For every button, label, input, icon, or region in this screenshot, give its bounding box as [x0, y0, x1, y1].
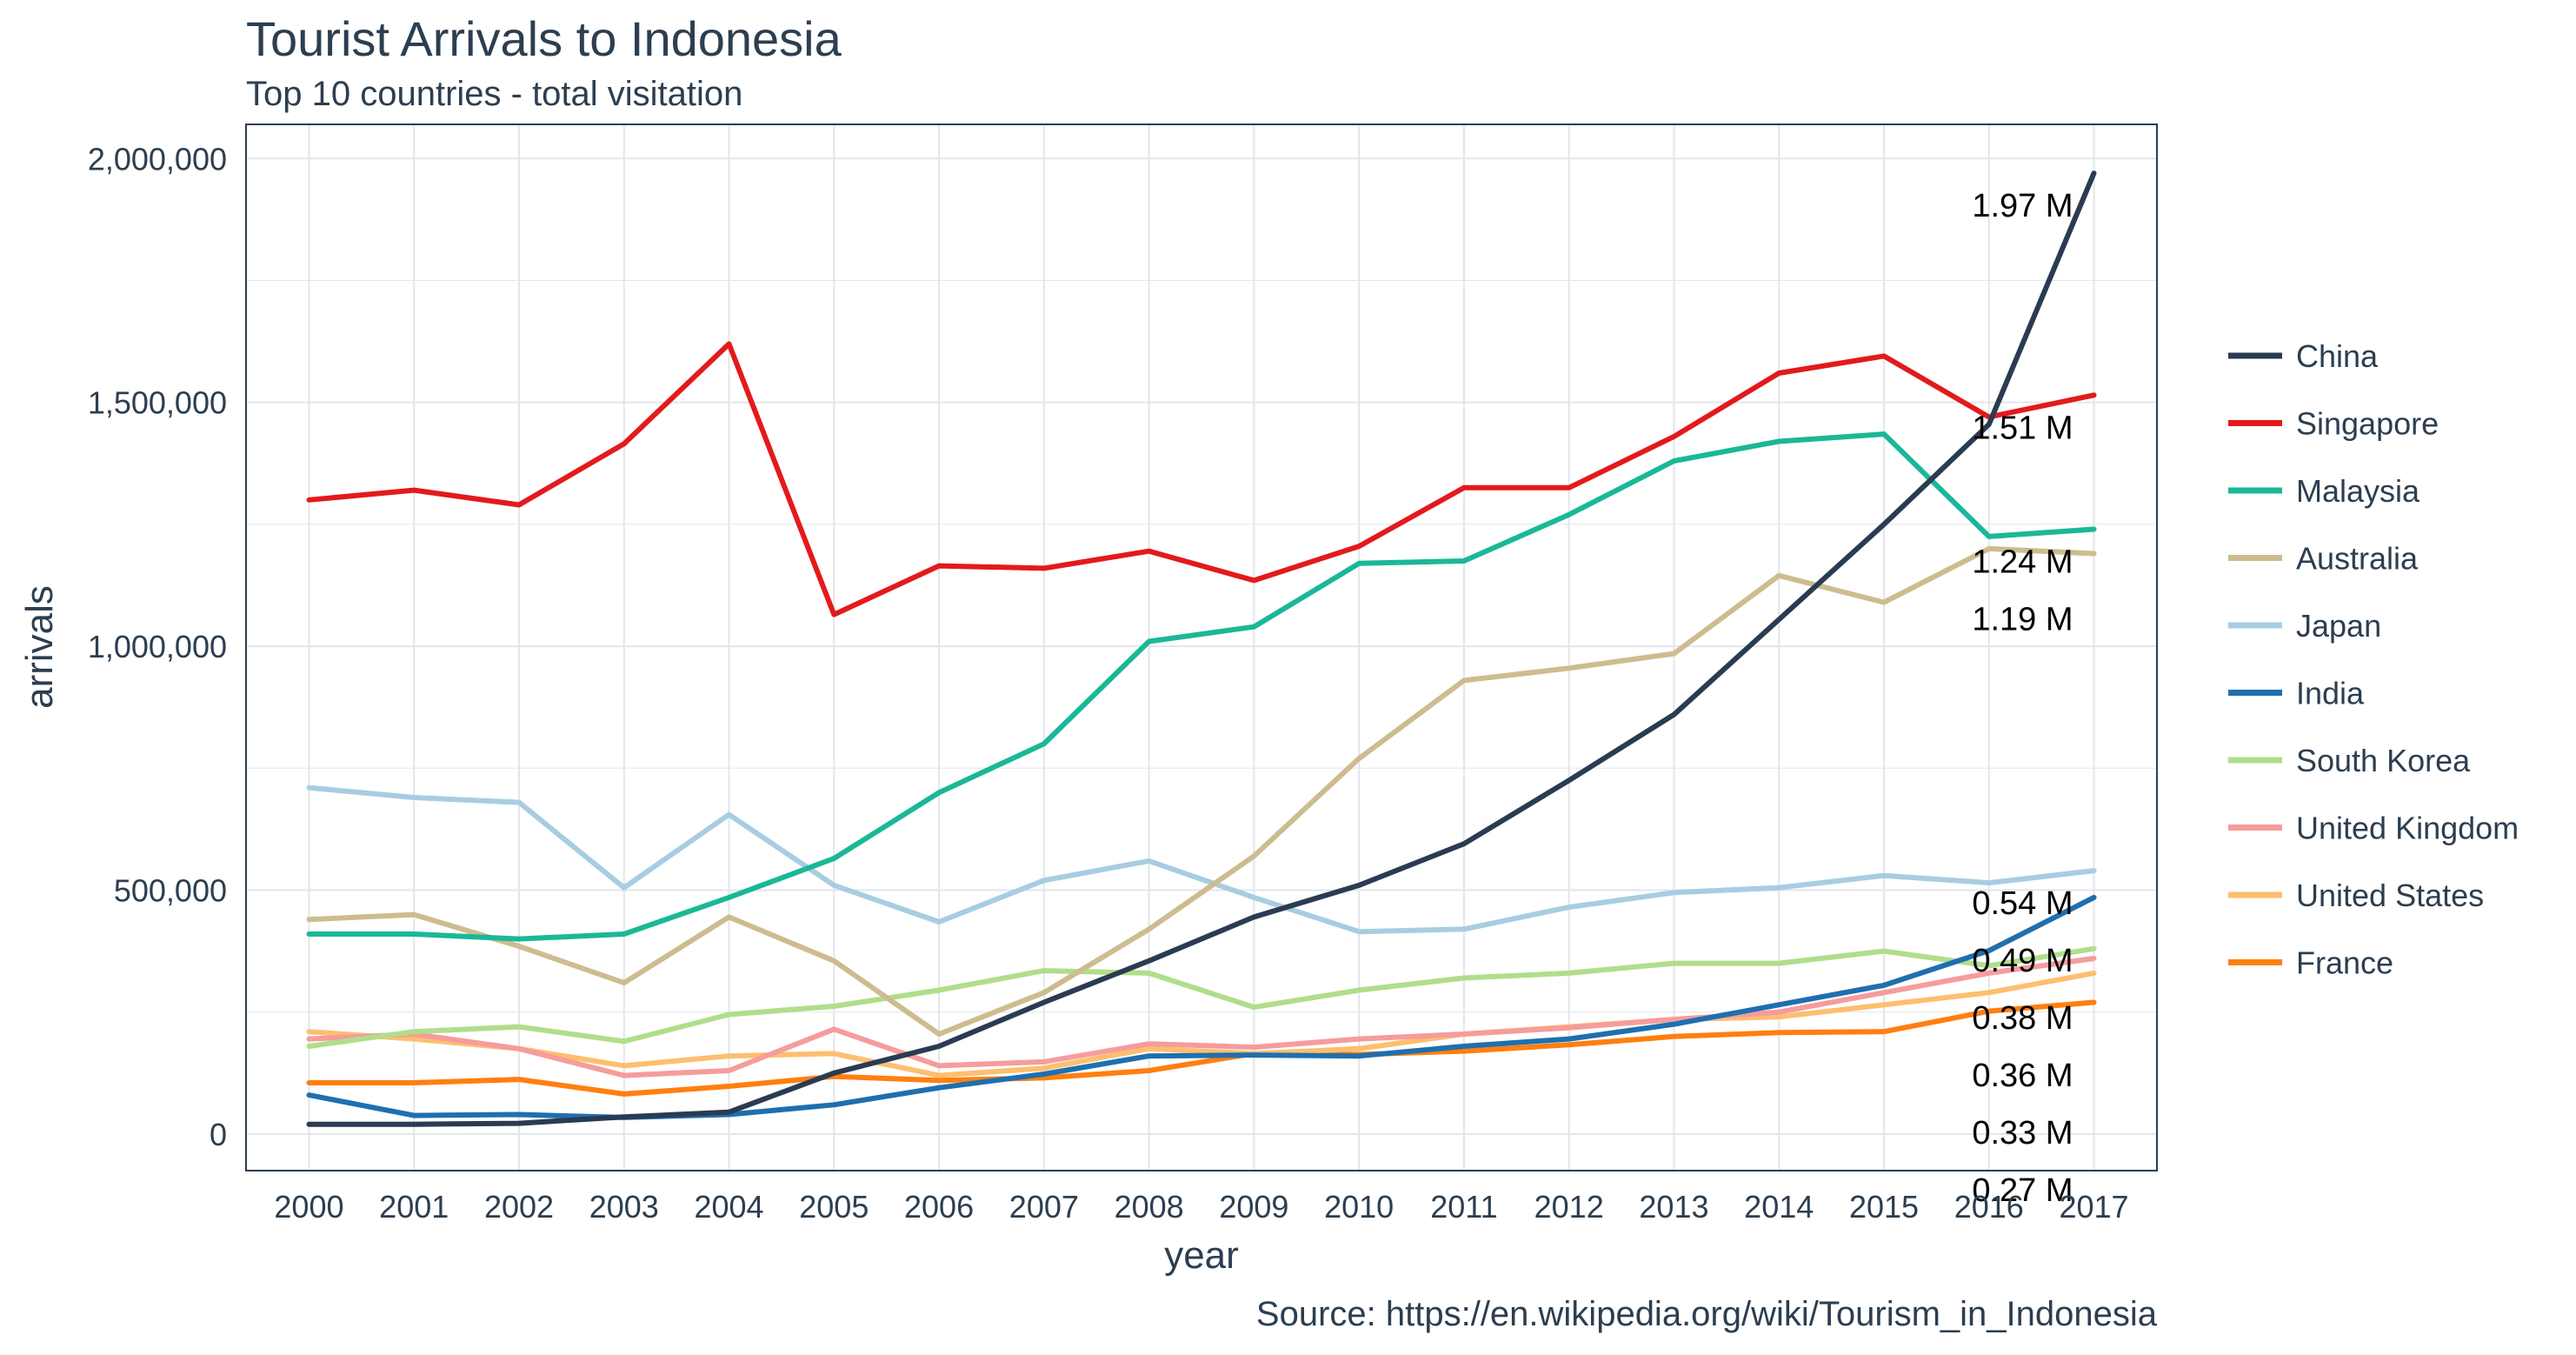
x-tick-label: 2011 [1430, 1189, 1497, 1225]
x-tick-label: 2000 [274, 1189, 343, 1225]
legend-label-japan: Japan [2296, 608, 2381, 644]
series-line-china [310, 173, 2094, 1125]
x-axis-ticks: 2000 2001 2002 2003 2004 2005 2006 2007 2008 2009… [274, 1189, 2128, 1225]
chart-title: Tourist Arrivals to Indonesia [246, 11, 842, 66]
legend-label-france: France [2296, 945, 2393, 981]
y-tick-label: 2,000,000 [88, 141, 227, 177]
x-tick-label: 2005 [799, 1189, 869, 1225]
legend: China Singapore Malaysia Australia Japan Indi… [2228, 338, 2519, 981]
x-tick-label: 2003 [589, 1189, 659, 1225]
series-line-australia [310, 549, 2094, 1034]
legend-label-australia: Australia [2296, 541, 2419, 577]
x-tick-label: 2017 [2059, 1189, 2128, 1225]
x-tick-label: 2004 [694, 1189, 763, 1225]
y-tick-label: 0 [210, 1117, 227, 1152]
x-tick-label: 2007 [1009, 1189, 1079, 1225]
x-tick-label: 2001 [379, 1189, 449, 1225]
x-tick-label: 2013 [1639, 1189, 1708, 1225]
plot-panel-border [246, 124, 2157, 1171]
series-line-japan [310, 788, 2094, 931]
chart-subtitle: Top 10 countries - total visitation [246, 75, 742, 113]
y-axis-ticks: 0 500,000 1,000,000 1,500,000 2,000,000 [88, 141, 227, 1152]
series-line-malaysia [310, 434, 2094, 939]
legend-label-india: India [2296, 676, 2365, 711]
x-tick-label: 2014 [1744, 1189, 1814, 1225]
y-axis-label: arrivals [18, 585, 61, 709]
end-label: 0.38 M [1972, 1000, 2073, 1037]
end-label: 1.19 M [1972, 601, 2073, 637]
legend-label-china: China [2296, 338, 2379, 374]
x-tick-label: 2006 [904, 1189, 974, 1225]
end-label: 0.49 M [1972, 943, 2073, 979]
y-tick-label: 1,000,000 [88, 629, 227, 664]
legend-label-united-kingdom: United Kingdom [2296, 811, 2519, 846]
x-tick-label: 2016 [1954, 1189, 2024, 1225]
grid-lines [246, 124, 2157, 1171]
x-tick-label: 2008 [1115, 1189, 1184, 1225]
y-tick-label: 1,500,000 [88, 385, 227, 421]
legend-label-singapore: Singapore [2296, 406, 2439, 442]
end-label: 1.97 M [1972, 188, 2073, 224]
x-tick-label: 2009 [1219, 1189, 1288, 1225]
x-axis-label: year [1164, 1234, 1239, 1277]
legend-label-united-states: United States [2296, 878, 2484, 913]
y-tick-label: 500,000 [114, 873, 227, 909]
x-tick-label: 2010 [1324, 1189, 1394, 1225]
series-line-india [310, 898, 2094, 1118]
x-tick-label: 2002 [484, 1189, 554, 1225]
end-label: 0.33 M [1972, 1115, 2073, 1151]
end-label: 1.51 M [1972, 410, 2073, 446]
x-tick-label: 2012 [1534, 1189, 1604, 1225]
end-label: 1.24 M [1972, 544, 2073, 580]
legend-label-south-korea: South Korea [2296, 743, 2471, 778]
series-line-france [310, 1003, 2094, 1094]
x-tick-label: 2015 [1849, 1189, 1919, 1225]
chart-caption: Source: https://en.wikipedia.org/wiki/To… [1256, 1295, 2158, 1333]
series-lines [310, 173, 2094, 1125]
legend-label-malaysia: Malaysia [2296, 473, 2420, 509]
end-label: 0.36 M [1972, 1058, 2073, 1094]
end-label: 0.54 M [1972, 885, 2073, 922]
